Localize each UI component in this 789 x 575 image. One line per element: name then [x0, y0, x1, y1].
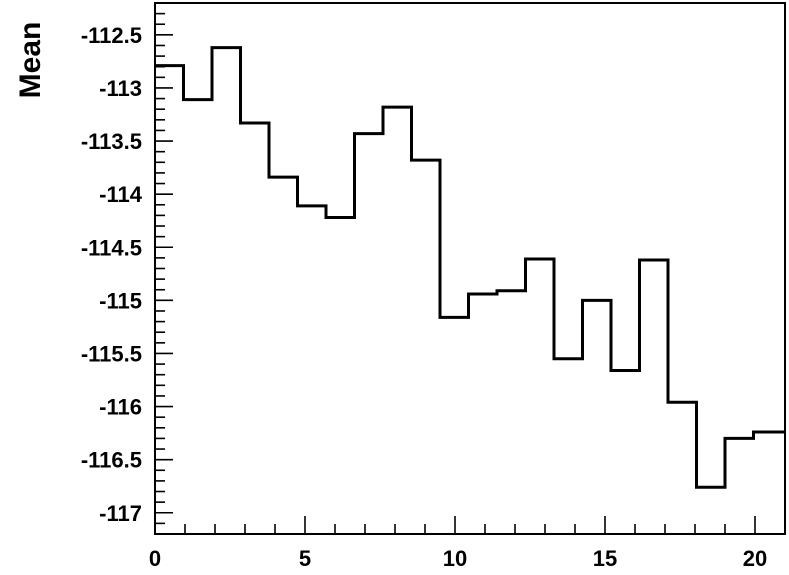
y-tick-label: -115	[99, 288, 142, 313]
y-axis-tick-labels: -112.5 -113 -113.5 -114 -114.5 -115 -115.5 -116…	[81, 23, 143, 526]
x-axis-tick-labels: 0 5 10 15 20	[149, 546, 767, 571]
x-tick-label: 10	[443, 546, 467, 571]
y-tick-label: -113	[99, 76, 142, 101]
series-line	[155, 46, 785, 489]
x-tick-label: 20	[743, 546, 767, 571]
y-tick-label: -114	[99, 182, 143, 207]
y-axis-title: Mean	[14, 22, 47, 99]
y-tick-label: -113.5	[81, 129, 142, 154]
plot-frame	[154, 2, 786, 535]
y-tick-label: -117	[99, 501, 142, 526]
y-tick-label: -115.5	[81, 341, 142, 366]
x-tick-label: 5	[299, 546, 311, 571]
x-tick-label: 15	[593, 546, 617, 571]
y-tick-label: -116	[99, 395, 142, 420]
y-tick-label: -116.5	[81, 448, 142, 473]
y-tick-label: -114.5	[81, 235, 142, 260]
x-tick-label: 0	[149, 546, 161, 571]
x-axis-ticks	[154, 516, 786, 534]
y-axis-ticks	[155, 2, 173, 535]
y-tick-label: -112.5	[81, 23, 142, 48]
